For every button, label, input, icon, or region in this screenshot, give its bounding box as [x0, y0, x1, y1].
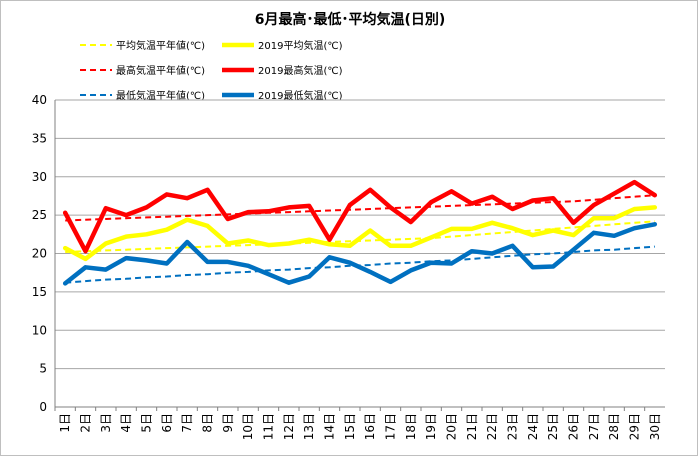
- x-tick-label: 19日: [424, 413, 438, 440]
- x-tick-label: 28日: [607, 413, 621, 440]
- x-tick-label: 8日: [201, 413, 215, 433]
- x-tick-label: 14日: [323, 413, 337, 440]
- x-tick-label: 23日: [506, 413, 520, 440]
- x-tick-label: 27日: [587, 413, 601, 440]
- legend: 平均気温平年値(℃) 2019平均気温(℃) 最高気温平年値(℃) 2019最高気温(…: [80, 39, 343, 102]
- legend-label-2: 最高気温平年値(℃): [116, 64, 205, 77]
- x-tick-label: 24日: [526, 413, 540, 440]
- y-tick-label: 35: [32, 131, 47, 145]
- legend-label-4: 最低気温平年値(℃): [116, 89, 205, 102]
- x-tick-label: 3日: [99, 413, 113, 433]
- series-line-1: [62, 205, 658, 262]
- x-axis: 1日 2日 3日 4日 5日 6日 7日 8日 9日 10日 11日 12日 13日 14日 15日 16日 1…: [54, 406, 665, 440]
- gridlines: [55, 99, 665, 408]
- x-tick-label: 9日: [221, 413, 235, 433]
- y-tick-label: 30: [32, 170, 47, 184]
- y-tick-label: 15: [32, 285, 47, 299]
- x-tick-label: 17日: [384, 413, 398, 440]
- x-tick-label: 12日: [282, 413, 296, 440]
- x-tick-label: 1日: [58, 413, 72, 433]
- y-tick-label: 5: [39, 362, 47, 376]
- x-tick-label: 4日: [119, 413, 133, 433]
- legend-label-3: 2019最高気温(℃): [258, 64, 343, 77]
- series-line-3: [62, 179, 658, 254]
- chart-title: 6月最高･最低･平均気温(日別): [255, 11, 446, 28]
- y-axis: 0 5 10 15 20 25 30 35 40: [32, 93, 56, 414]
- x-tick-label: 16日: [363, 413, 377, 440]
- x-tick-label: 20日: [445, 413, 459, 440]
- y-tick-label: 25: [32, 208, 47, 222]
- x-tick-label: 15日: [343, 413, 357, 440]
- x-tick-label: 2日: [79, 413, 93, 433]
- x-tick-label: 13日: [302, 413, 316, 440]
- y-tick-label: 0: [39, 400, 47, 414]
- x-tick-label: 29日: [628, 413, 642, 440]
- x-tick-label: 11日: [262, 413, 276, 440]
- legend-label-5: 2019最低気温(℃): [258, 89, 343, 102]
- y-tick-label: 40: [32, 93, 47, 107]
- y-tick-label: 20: [32, 247, 47, 261]
- x-tick-label: 7日: [180, 413, 194, 433]
- legend-label-0: 平均気温平年値(℃): [116, 39, 205, 52]
- series-line-5: [62, 222, 658, 286]
- x-tick-label: 30日: [648, 413, 662, 440]
- x-tick-label: 21日: [465, 413, 479, 440]
- legend-label-1: 2019平均気温(℃): [258, 39, 343, 52]
- x-tick-label: 22日: [485, 413, 499, 440]
- series-layer: [62, 179, 658, 286]
- y-tick-label: 10: [32, 323, 47, 337]
- x-tick-label: 6日: [160, 413, 174, 433]
- x-tick-label: 26日: [567, 413, 581, 440]
- x-tick-label: 5日: [140, 413, 154, 433]
- x-tick-label: 10日: [241, 413, 255, 440]
- x-tick-label: 18日: [404, 413, 418, 440]
- x-tick-label: 25日: [546, 413, 560, 440]
